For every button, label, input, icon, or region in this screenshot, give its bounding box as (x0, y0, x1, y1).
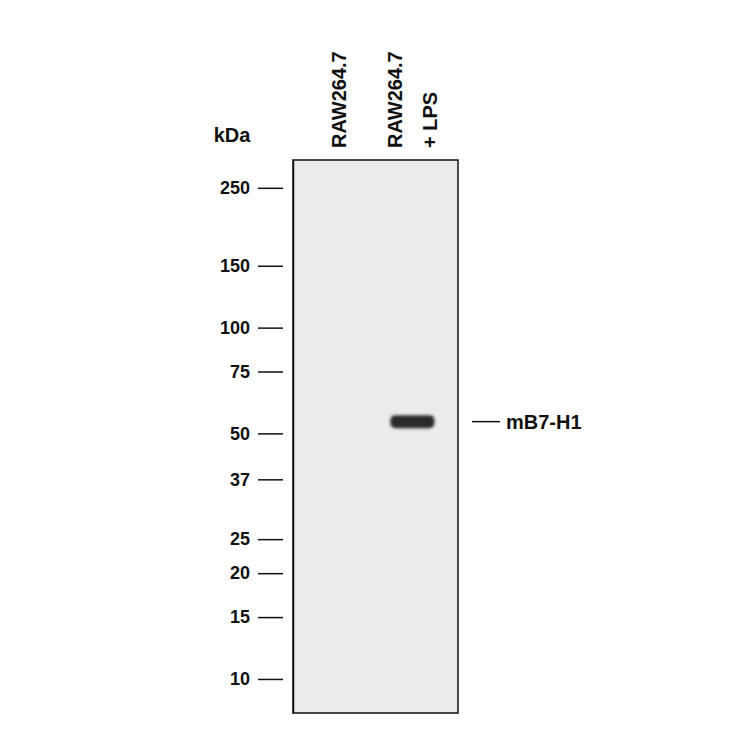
tick-mark (258, 573, 283, 575)
tick-label: 250 (220, 178, 250, 198)
tick-label: 37 (230, 470, 250, 490)
tick-label: 50 (230, 424, 250, 444)
tick: 100 (220, 318, 283, 338)
tick-mark (258, 371, 283, 373)
lane-label-line: RAW264.7 (384, 51, 406, 148)
lane-label: RAW264.7 + LPS (384, 51, 441, 148)
tick-label: 100 (220, 318, 250, 338)
tick: 15 (230, 607, 283, 627)
tick: 75 (230, 362, 283, 382)
annotation-line (472, 421, 500, 423)
y-axis-title: kDa (214, 124, 252, 146)
tick: 37 (230, 470, 283, 490)
tick-label: 10 (230, 669, 250, 689)
tick-label: 20 (230, 563, 250, 583)
chart: 25015010075503725201510kDaRAW264.7RAW264… (0, 0, 750, 750)
tick-mark (258, 479, 283, 481)
tick-mark (258, 679, 283, 681)
tick: 250 (220, 178, 283, 198)
tick-label: 75 (230, 362, 250, 382)
band (390, 415, 434, 428)
tick-mark (258, 539, 283, 541)
tick-mark (258, 617, 283, 619)
y-axis-line (293, 161, 295, 714)
tick-label: 15 (230, 607, 250, 627)
tick: 150 (220, 256, 283, 276)
lane-label-line: + LPS (419, 92, 441, 148)
tick-label: 25 (230, 529, 250, 549)
lane-label-line: RAW264.7 (328, 51, 350, 148)
tick: 20 (230, 563, 283, 583)
tick-mark (258, 433, 283, 435)
tick-label: 150 (220, 256, 250, 276)
tick-mark (258, 266, 283, 268)
lane-label: RAW264.7 (328, 51, 350, 148)
band-label: mB7-H1 (506, 411, 582, 433)
y-axis: 250 150 100 75 50 37 25 20 15 10 (220, 161, 294, 714)
tick-mark (258, 327, 283, 329)
frame (293, 160, 458, 713)
bands (390, 415, 434, 428)
tick: 25 (230, 529, 283, 549)
membrane (293, 160, 458, 713)
tick-mark (258, 188, 283, 190)
tick: 10 (230, 669, 283, 689)
tick: 50 (230, 424, 283, 444)
